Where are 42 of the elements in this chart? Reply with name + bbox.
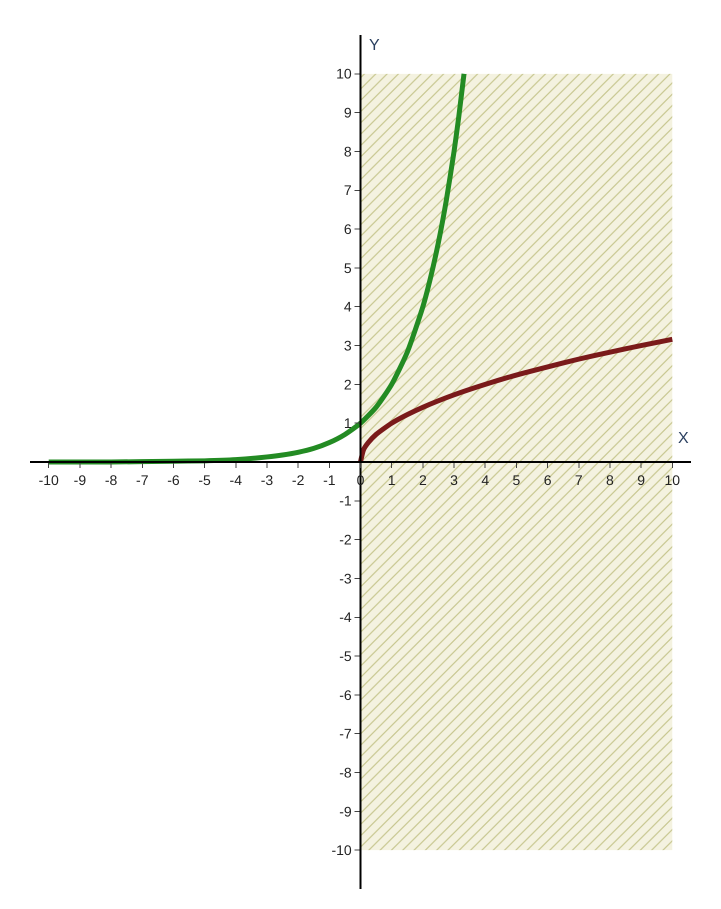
x-tick-label: 4	[481, 472, 490, 488]
x-tick-label: -5	[198, 472, 212, 488]
x-tick-label: -4	[230, 472, 242, 488]
y-tick-label: 8	[344, 143, 352, 160]
y-tick-label: 9	[344, 104, 352, 121]
y-tick-label: -2	[339, 532, 352, 548]
x-tick-label: 6	[544, 472, 552, 488]
y-tick-label: 5	[344, 260, 352, 276]
x-tick-label: 10	[664, 472, 680, 488]
x-tick-label: 2	[418, 472, 427, 488]
y-tick-label: -10	[331, 842, 352, 858]
x-tick-label: -8	[104, 472, 118, 488]
y-tick-label: -5	[339, 648, 352, 664]
x-axis-title: X	[678, 430, 689, 447]
x-tick-label: 9	[637, 472, 646, 488]
y-tick-label: 7	[344, 182, 352, 198]
y-tick-label: 1	[344, 415, 352, 432]
x-tick-label: -9	[74, 472, 86, 488]
y-tick-label: -4	[339, 609, 352, 626]
x-tick-label: 1	[388, 472, 396, 488]
y-tick-label: -3	[339, 570, 352, 586]
x-tick-label: -3	[260, 472, 274, 488]
y-tick-label: -1	[339, 492, 352, 509]
y-axis-title: Y	[369, 37, 380, 54]
y-tick-label: -6	[339, 686, 352, 703]
x-tick-label: 5	[512, 472, 520, 488]
y-tick-label: 2	[344, 376, 352, 392]
y-tick-label: 3	[344, 337, 352, 354]
y-tick-label: 10	[336, 66, 352, 82]
y-tick-label: 6	[344, 220, 352, 237]
x-tick-label: 8	[606, 472, 614, 488]
x-tick-label: -6	[167, 472, 180, 488]
x-tick-label: -10	[38, 472, 60, 488]
x-tick-label: 3	[450, 472, 458, 488]
y-tick-label: 4	[344, 298, 352, 315]
y-tick-label: -8	[339, 764, 352, 780]
x-tick-label: -7	[136, 472, 149, 488]
x-tick-label: -2	[292, 472, 305, 488]
x-tick-label: -1	[323, 472, 336, 488]
x-tick-label: 7	[574, 472, 583, 488]
y-tick-label: -9	[339, 803, 352, 820]
y-tick-label: -7	[339, 726, 352, 742]
